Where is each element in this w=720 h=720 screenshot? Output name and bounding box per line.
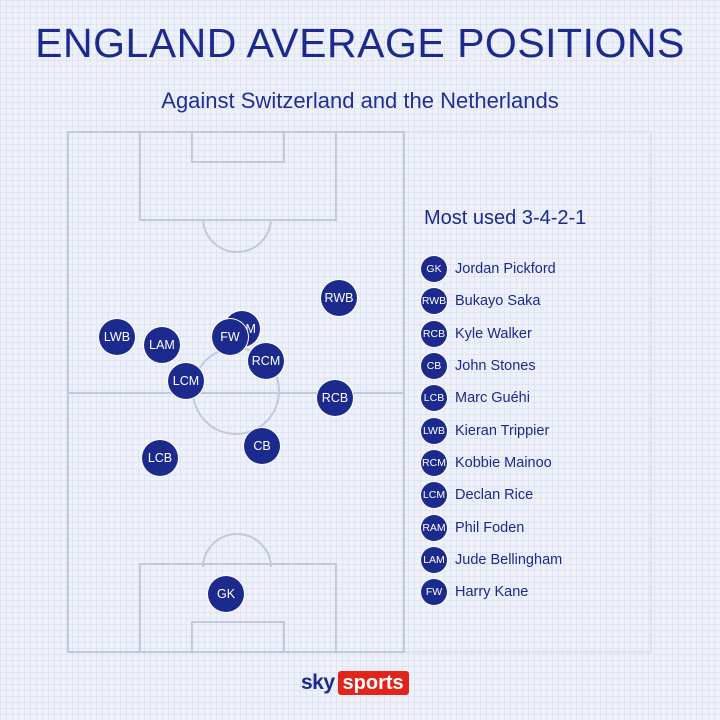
player-token-rwb: RWB xyxy=(321,280,357,316)
football-pitch xyxy=(67,131,405,653)
player-token-lam: LAM xyxy=(144,327,180,363)
player-legend: GK Jordan Pickford RWB Bukayo Saka RCB Kyle… xyxy=(421,253,562,608)
legend-item: RWB Bukayo Saka xyxy=(421,285,562,317)
player-name: John Stones xyxy=(455,358,536,375)
position-badge: RAM xyxy=(421,514,447,541)
position-badge: FW xyxy=(421,579,447,606)
legend-item: LWB Kieran Trippier xyxy=(421,414,562,446)
player-name: Bukayo Saka xyxy=(455,293,541,310)
player-name: Phil Foden xyxy=(455,519,525,536)
page-title: ENGLAND AVERAGE POSITIONS xyxy=(35,20,685,66)
player-token-lcb: LCB xyxy=(142,440,178,476)
sky-wordmark: sky xyxy=(301,671,335,694)
player-name: Declan Rice xyxy=(455,487,534,504)
formation-label: Most used 3-4-2-1 xyxy=(424,207,587,229)
legend-item: GK Jordan Pickford xyxy=(421,253,562,285)
position-badge: GK xyxy=(421,256,447,283)
bottom-penalty-arc xyxy=(202,531,272,567)
player-name: Kobbie Mainoo xyxy=(455,454,552,471)
position-badge: LCM xyxy=(421,482,447,509)
legend-item: RAM Phil Foden xyxy=(421,511,562,543)
player-token-rcb: RCB xyxy=(317,380,353,416)
player-token-lcm: LCM xyxy=(168,363,204,399)
legend-item: LAM Jude Bellingham xyxy=(421,544,562,576)
position-badge: RCB xyxy=(421,320,447,347)
player-name: Jude Bellingham xyxy=(455,551,563,568)
sports-wordmark: sports xyxy=(337,671,409,695)
position-badge: RCM xyxy=(421,449,447,476)
position-badge: LAM xyxy=(421,546,447,573)
top-penalty-arc xyxy=(202,219,272,255)
legend-item: CB John Stones xyxy=(421,350,562,382)
player-name: Marc Guéhi xyxy=(455,390,530,407)
player-token-cb: CB xyxy=(244,428,280,464)
player-token-lwb: LWB xyxy=(99,319,135,355)
player-name: Jordan Pickford xyxy=(455,261,556,278)
position-badge: RWB xyxy=(421,288,447,315)
legend-item: RCM Kobbie Mainoo xyxy=(421,447,562,479)
legend-item: RCB Kyle Walker xyxy=(421,318,562,350)
position-badge: LCB xyxy=(421,385,447,412)
player-name: Kieran Trippier xyxy=(455,422,550,439)
top-six-yard-box xyxy=(191,131,285,163)
position-badge: LWB xyxy=(421,417,447,444)
player-name: Kyle Walker xyxy=(455,325,532,342)
player-token-fw: FW xyxy=(212,319,248,355)
legend-item: LCB Marc Guéhi xyxy=(421,382,562,414)
sky-sports-logo: sky sports xyxy=(301,671,409,695)
position-badge: CB xyxy=(421,353,447,380)
legend-panel xyxy=(405,131,652,653)
player-name: Harry Kane xyxy=(455,584,529,601)
legend-item: FW Harry Kane xyxy=(421,576,562,608)
page-subtitle: Against Switzerland and the Netherlands xyxy=(161,88,559,113)
player-token-rcm: RCM xyxy=(248,343,284,379)
legend-item: LCM Declan Rice xyxy=(421,479,562,511)
player-token-gk: GK xyxy=(208,576,244,612)
bottom-six-yard-box xyxy=(191,621,285,653)
